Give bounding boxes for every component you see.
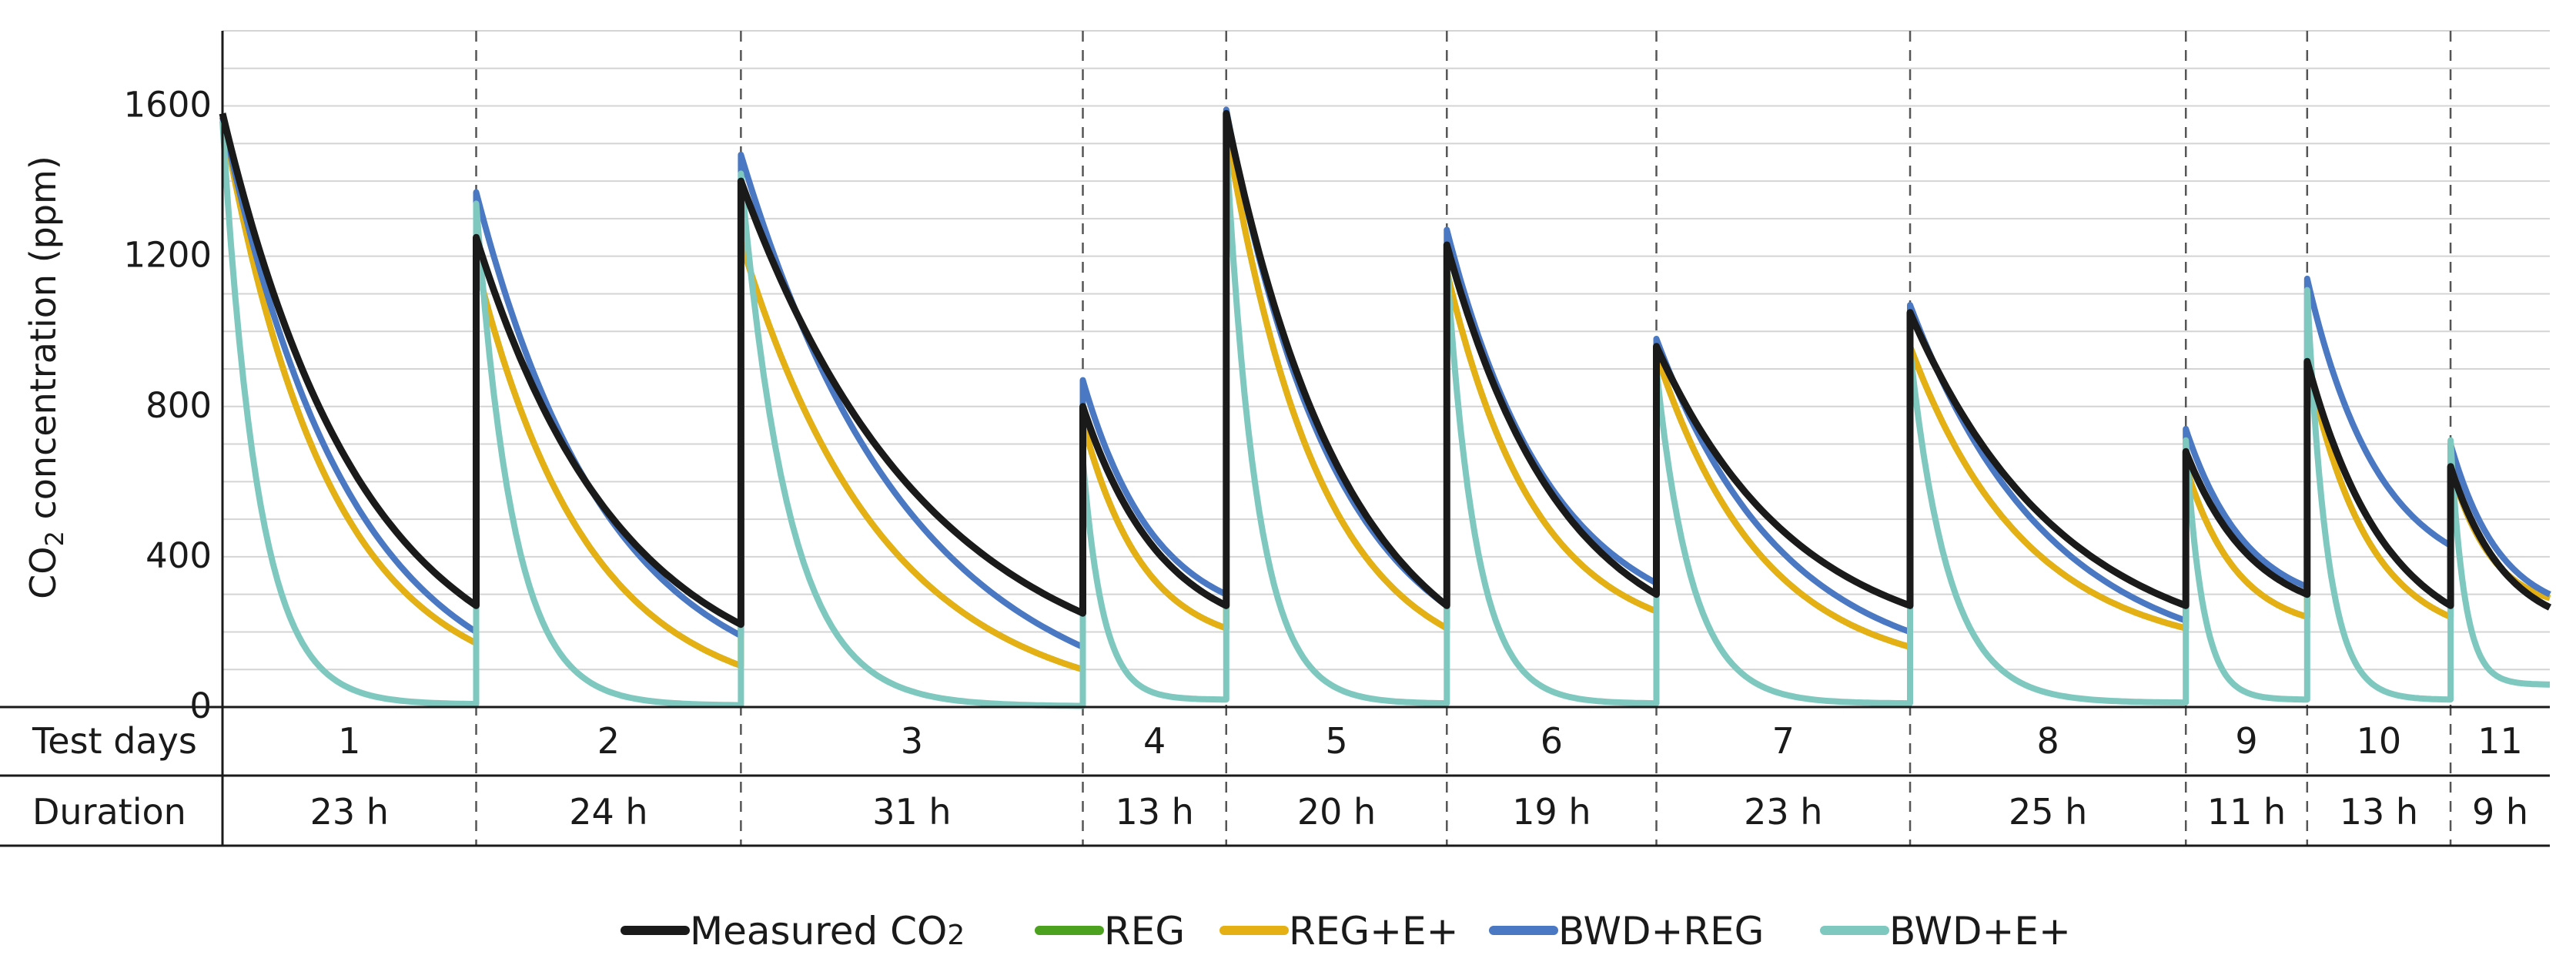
y-tick-labels: 0 400 800 1200 1600 (123, 85, 212, 726)
duration-cell: 13 h (2340, 791, 2418, 833)
test-day-cell: 6 (1541, 720, 1563, 762)
test-day-cell: 10 (2357, 720, 2402, 762)
test-day-cell: 8 (2036, 720, 2059, 762)
table-row-label-test-days: Test days (32, 720, 197, 762)
y-axis-label-post: concentration (ppm) (22, 156, 64, 531)
legend: Measured CO2 REG REG+E+ BWD+REG BWD+E+ (621, 909, 2071, 954)
series-line-measured-co (219, 109, 2552, 628)
y-axis-label-sub: 2 (40, 531, 69, 546)
axes (0, 31, 2550, 847)
test-day-cell: 5 (1325, 720, 1347, 762)
series-line-bwd-reg (219, 106, 2551, 650)
duration-cell: 31 h (872, 791, 951, 833)
legend-label: REG+E+ (1289, 909, 1458, 954)
duration-cell: 13 h (1115, 791, 1193, 833)
duration-cell: 25 h (2009, 791, 2087, 833)
test-day-cell: 11 (2477, 720, 2523, 762)
test-day-cell: 9 (2235, 720, 2257, 762)
legend-label: REG (1104, 909, 1185, 954)
y-tick-label: 1200 (123, 235, 212, 276)
series-line-reg-e- (219, 116, 2551, 673)
series-line-bwd-e- (219, 120, 2551, 709)
y-axis-label: CO2 concentration (ppm) (22, 156, 69, 599)
test-day-cell: 4 (1143, 720, 1166, 762)
duration-cell: 9 h (2472, 791, 2528, 833)
duration-cell: 20 h (1297, 791, 1376, 833)
y-tick-label: 800 (146, 385, 212, 426)
legend-label: Measured CO2 (690, 909, 965, 954)
duration-cell: 11 h (2207, 791, 2286, 833)
grid-lines (222, 30, 2550, 671)
legend-label: BWD+REG (1558, 909, 1764, 954)
test-days-table: Test days Duration 1 23 h 2 24 h 3 31 h 4 13 h 5… (32, 720, 2528, 833)
legend-label: BWD+E+ (1889, 909, 2071, 954)
series-lines (219, 106, 2552, 709)
test-day-cell: 2 (597, 720, 620, 762)
y-tick-label: 1600 (123, 85, 212, 126)
table-row-label-duration: Duration (32, 791, 186, 833)
y-tick-label: 400 (146, 535, 212, 576)
y-tick-label: 0 (189, 685, 212, 726)
duration-cell: 24 h (569, 791, 647, 833)
y-axis-label-pre: CO (22, 546, 64, 598)
test-day-cell: 7 (1772, 720, 1795, 762)
duration-cell: 23 h (1744, 791, 1822, 833)
test-day-cell: 3 (901, 720, 923, 762)
test-day-cell: 1 (338, 720, 360, 762)
duration-cell: 23 h (310, 791, 389, 833)
duration-cell: 19 h (1512, 791, 1591, 833)
